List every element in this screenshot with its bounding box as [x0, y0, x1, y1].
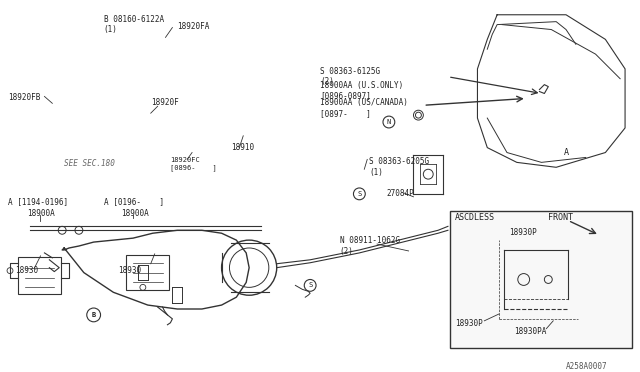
Text: A258A0007: A258A0007	[566, 362, 607, 371]
Text: SEE SEC.180: SEE SEC.180	[64, 160, 115, 169]
Text: S 08363-6125G
(2): S 08363-6125G (2)	[320, 67, 380, 86]
Text: 18930P: 18930P	[509, 228, 537, 237]
Text: 18930PA: 18930PA	[514, 327, 546, 336]
Text: FRONT: FRONT	[548, 212, 573, 222]
Text: S: S	[308, 282, 312, 288]
Text: B 08160-6122A
(1): B 08160-6122A (1)	[104, 15, 164, 34]
Text: S 08363-6205G
(1): S 08363-6205G (1)	[369, 157, 429, 177]
Text: A: A	[564, 148, 568, 157]
Text: 18920FC
[0896-    ]: 18920FC [0896- ]	[170, 157, 217, 171]
Text: 18930P: 18930P	[455, 319, 483, 328]
Text: 18920FB: 18920FB	[8, 93, 40, 103]
Text: 18930: 18930	[118, 266, 141, 275]
Text: B: B	[92, 312, 96, 318]
Text: ASCDLESS: ASCDLESS	[455, 212, 495, 222]
Text: A [1194-0196]: A [1194-0196]	[8, 197, 68, 206]
Text: 18930: 18930	[15, 266, 38, 275]
Text: 18900A: 18900A	[121, 209, 149, 218]
Text: N: N	[387, 119, 391, 125]
Text: 18920F: 18920F	[151, 99, 179, 108]
Text: S: S	[357, 191, 362, 197]
Text: 18900AA (U.S.ONLY)
[0896-0897]: 18900AA (U.S.ONLY) [0896-0897]	[320, 81, 403, 100]
Bar	[126, 255, 170, 290]
Text: A [0196-    ]: A [0196- ]	[104, 197, 164, 206]
Bar	[18, 257, 61, 294]
Text: 27084P: 27084P	[387, 189, 415, 198]
Text: 18900AA (US/CANADA)
[0897-    ]: 18900AA (US/CANADA) [0897- ]	[320, 99, 408, 118]
Text: 18910: 18910	[232, 143, 255, 152]
Text: N 08911-1062G
(2): N 08911-1062G (2)	[340, 236, 400, 256]
Text: 18920FA: 18920FA	[177, 22, 210, 31]
Bar	[450, 211, 632, 348]
Text: 18900A: 18900A	[27, 209, 54, 218]
